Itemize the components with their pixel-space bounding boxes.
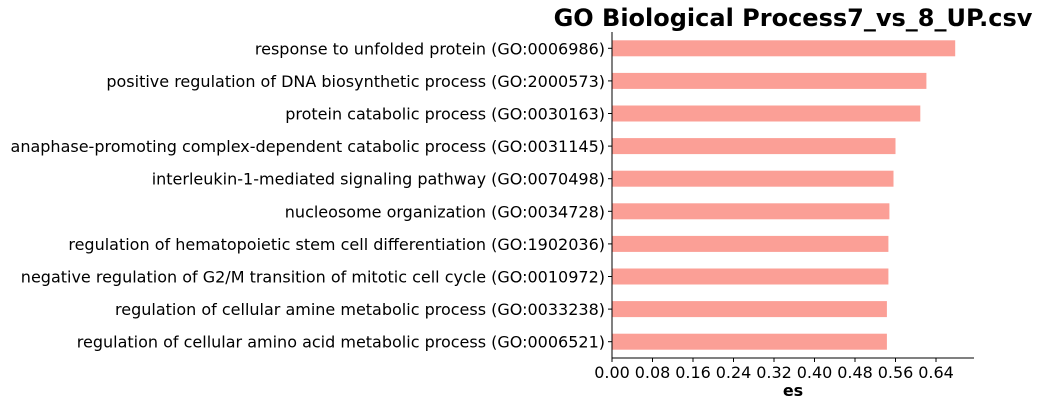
x-tick-label: 0.40: [797, 363, 833, 382]
bar: [612, 138, 896, 155]
bar: [612, 40, 956, 57]
x-tick-label: 0.24: [716, 363, 752, 382]
x-tick-label: 0.08: [635, 363, 671, 382]
category-label: regulation of cellular amino acid metabo…: [77, 333, 605, 352]
x-ticks-group: 0.00 0.08 0.16 0.24 0.32 0.40 0.48 0.56 0.64: [594, 358, 954, 382]
category-label: regulation of hematopoietic stem cell di…: [68, 235, 605, 254]
bar: [612, 333, 887, 350]
bar: [612, 203, 890, 220]
chart-title: GO Biological Process7_vs_8_UP.csv: [554, 4, 1033, 32]
bar: [612, 268, 889, 285]
category-label: positive regulation of DNA biosynthetic …: [106, 72, 605, 91]
category-labels-group: response to unfolded protein (GO:0006986…: [11, 39, 612, 352]
category-label: negative regulation of G2/M transition o…: [21, 268, 605, 287]
bars-group: [612, 40, 956, 350]
category-label: protein catabolic process (GO:0030163): [285, 105, 605, 124]
x-tick-label: 0.00: [594, 363, 630, 382]
bar: [612, 105, 921, 122]
category-label: regulation of cellular amine metabolic p…: [115, 300, 605, 319]
category-label: interleukin-1-mediated signaling pathway…: [152, 170, 605, 189]
bar: [612, 170, 894, 187]
bar: [612, 235, 889, 252]
category-label: anaphase-promoting complex-dependent cat…: [11, 137, 605, 156]
x-tick-label: 0.32: [756, 363, 792, 382]
x-tick-label: 0.48: [837, 363, 873, 382]
x-tick-label: 0.64: [918, 363, 954, 382]
bar: [612, 72, 927, 89]
x-tick-label: 0.56: [878, 363, 914, 382]
bar: [612, 301, 887, 318]
category-label: nucleosome organization (GO:0034728): [285, 202, 605, 221]
x-tick-label: 0.16: [675, 363, 711, 382]
x-axis-label: es: [783, 381, 803, 400]
category-label: response to unfolded protein (GO:0006986…: [255, 39, 605, 58]
